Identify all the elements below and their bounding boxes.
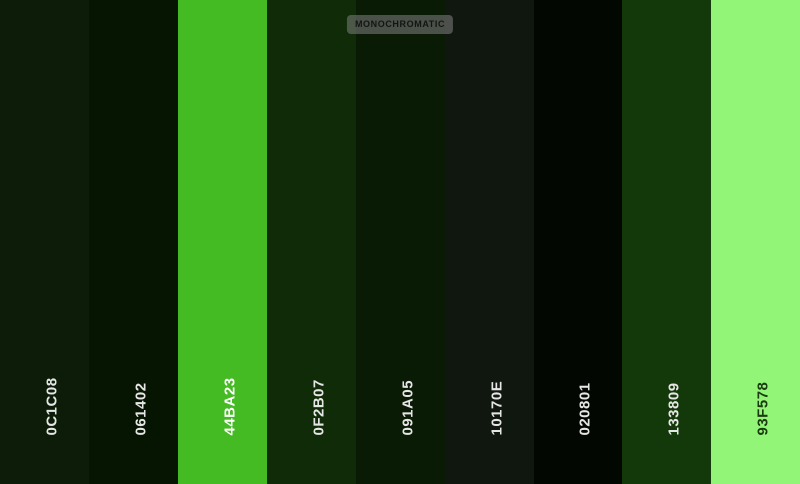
- swatch-hex-label[interactable]: 091A05: [399, 379, 416, 436]
- swatch-hex-label[interactable]: 020801: [576, 382, 594, 436]
- swatch-hex-label[interactable]: 10170E: [488, 380, 505, 436]
- color-swatch[interactable]: 0F2B07: [267, 0, 356, 484]
- color-swatch[interactable]: 133809: [622, 0, 711, 484]
- color-swatch[interactable]: 091A05: [356, 0, 445, 484]
- swatch-hex-label[interactable]: 0F2B07: [310, 379, 327, 436]
- color-swatch[interactable]: 061402: [89, 0, 178, 484]
- color-swatch[interactable]: 0C1C08: [0, 0, 89, 484]
- palette-type-badge: MONOCHROMATIC: [346, 15, 454, 34]
- swatch-hex-label[interactable]: 061402: [132, 382, 149, 436]
- swatch-hex-label[interactable]: 0C1C08: [43, 377, 60, 436]
- color-swatch[interactable]: 93F578: [711, 0, 800, 484]
- swatch-hex-label[interactable]: 93F578: [754, 381, 771, 436]
- color-swatch[interactable]: 10170E: [445, 0, 534, 484]
- swatch-hex-label[interactable]: 133809: [665, 382, 682, 436]
- color-swatch[interactable]: 020801: [534, 0, 622, 484]
- color-swatch[interactable]: 44BA23: [178, 0, 267, 484]
- swatch-hex-label[interactable]: 44BA23: [221, 377, 238, 436]
